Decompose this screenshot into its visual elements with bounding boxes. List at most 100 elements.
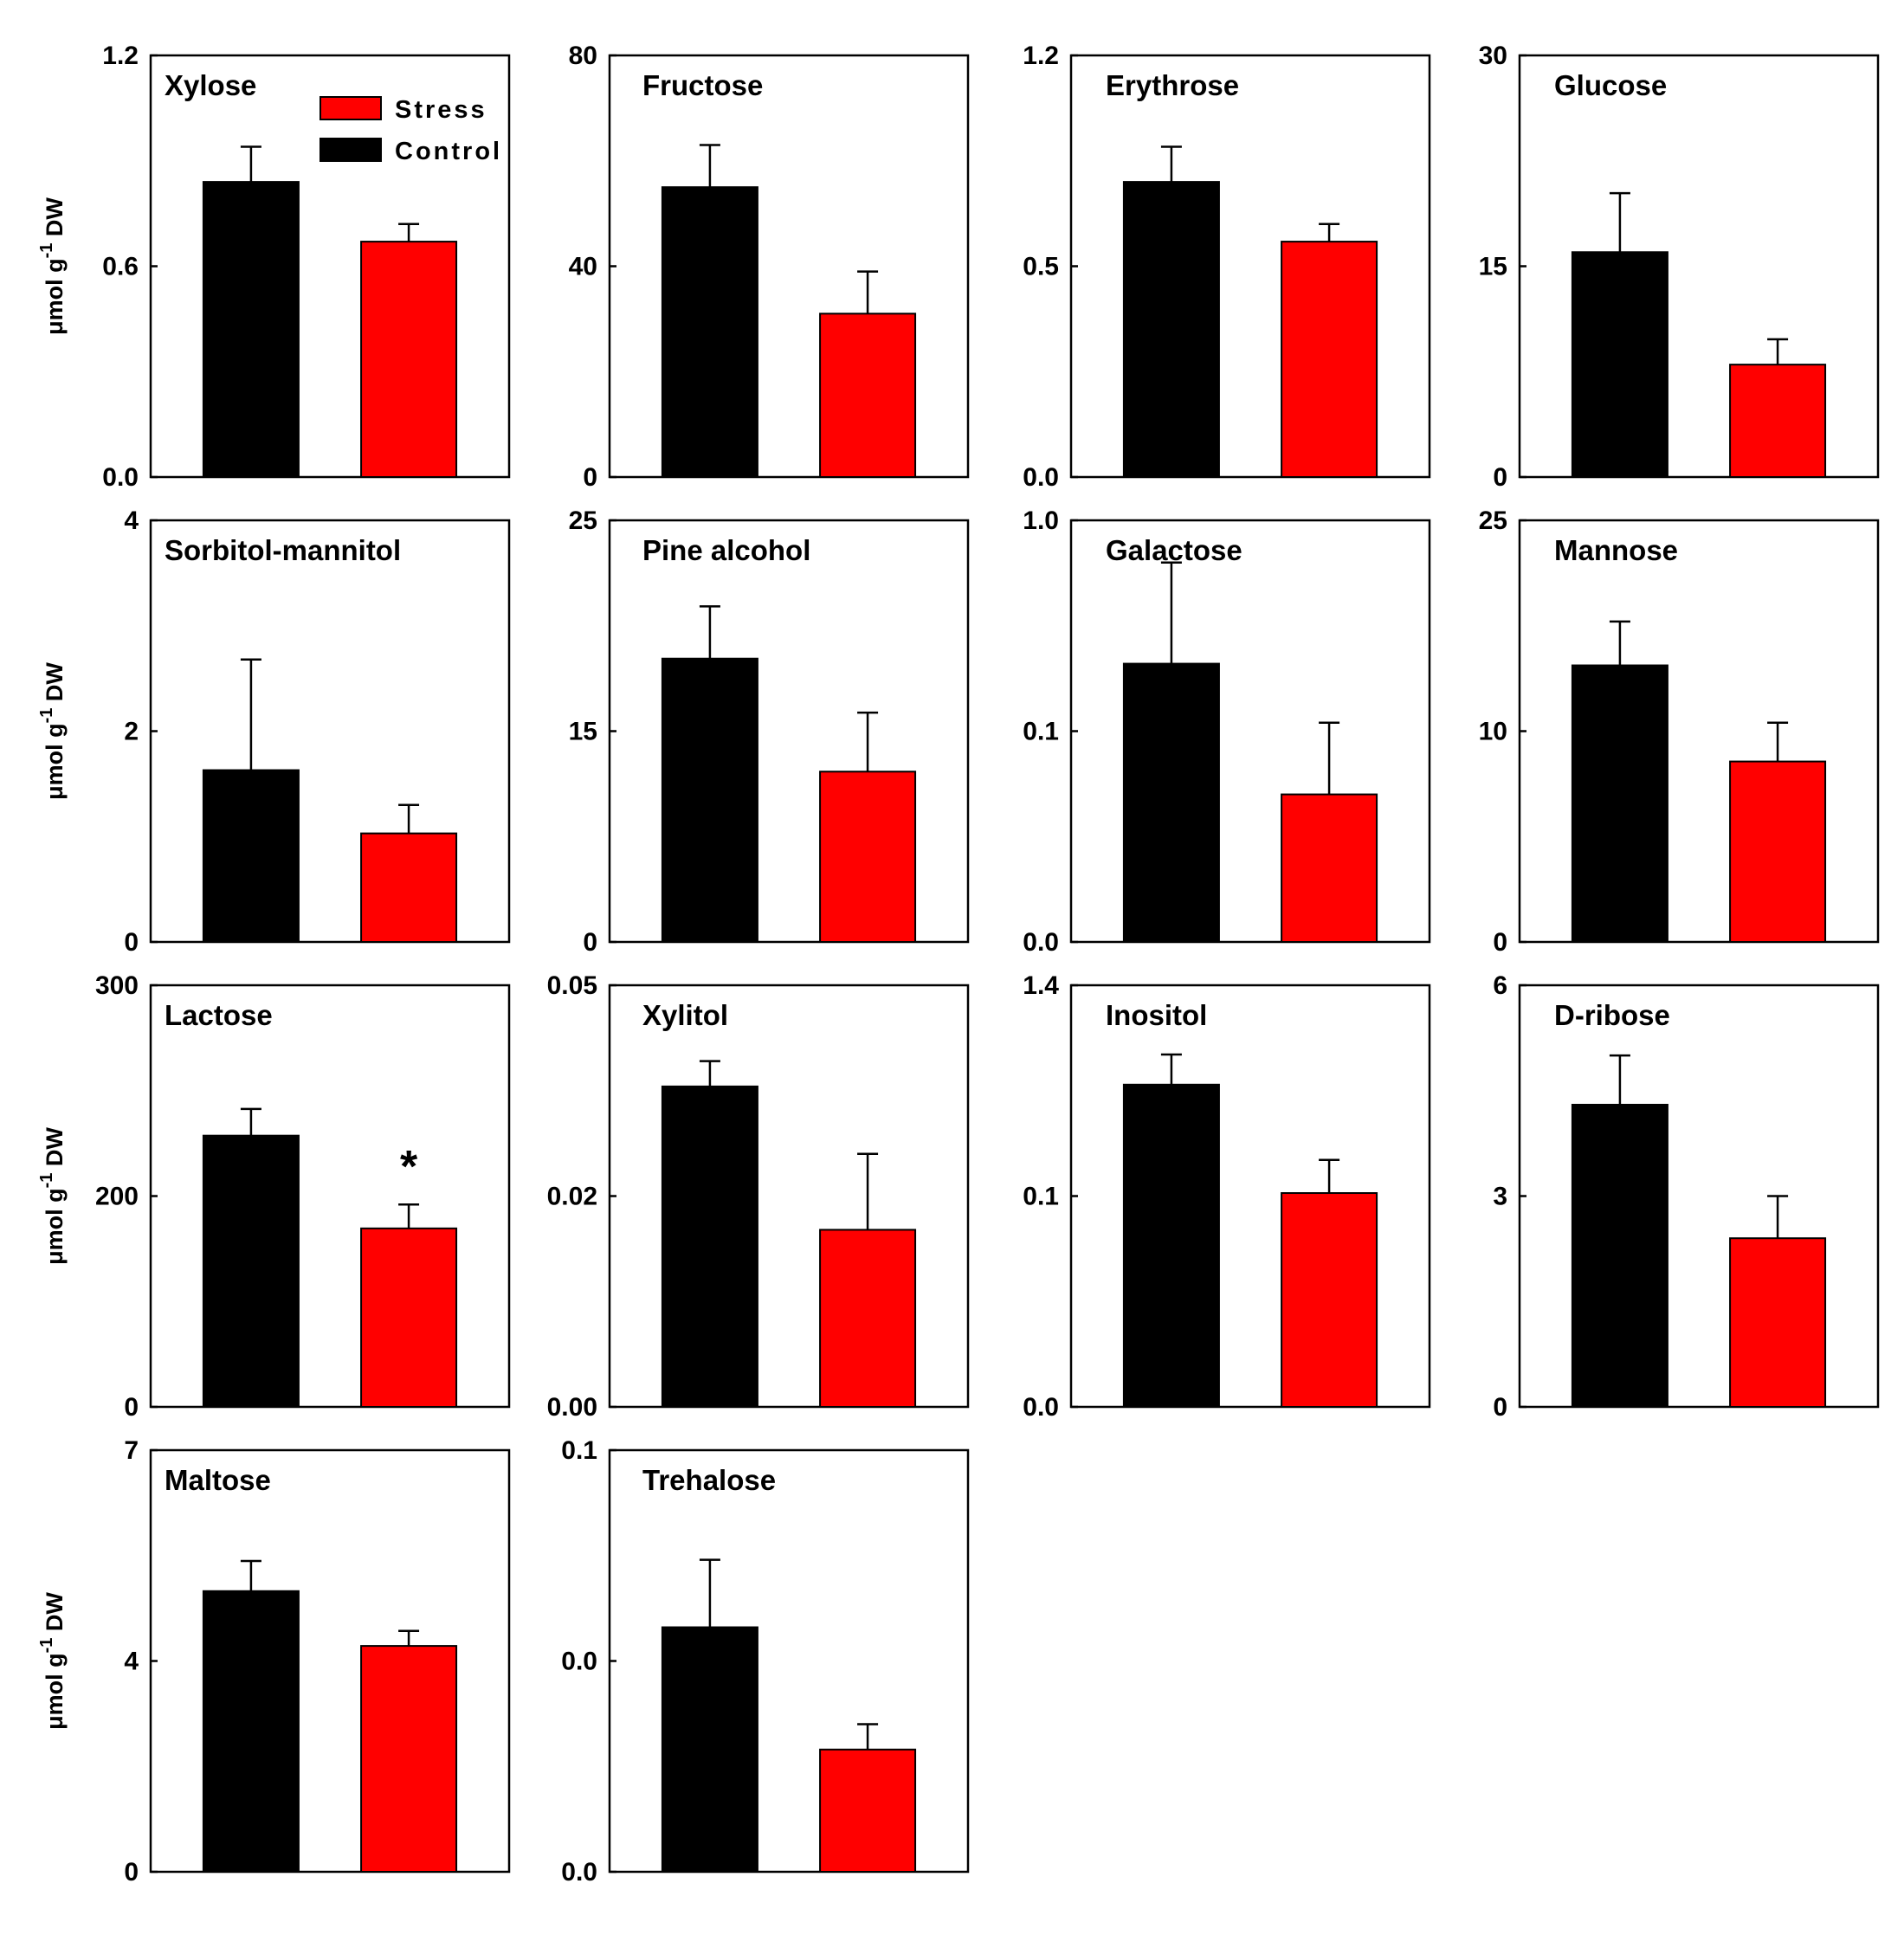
panel-title: D-ribose [1554,999,1670,1031]
panel-title: Mannose [1554,534,1678,566]
y-tick-label: 0.0 [1023,928,1059,957]
y-tick-label: 4 [124,506,139,535]
bar-stress [360,832,458,943]
y-axis-label: μmol g-1 DW [37,662,68,800]
bar-stress [360,1227,458,1408]
panel-galactose: 0.0 0.1 1.0 Galactose [1023,506,1431,957]
y-tick-label: 0.00 [547,1393,597,1422]
panel-d-ribose: 0 3 6 D-ribose [1493,971,1880,1422]
panel-inositol: 0.0 0.1 1.4 Inositol [1023,971,1431,1422]
bar-stress [1729,760,1827,944]
legend-swatch-stress [319,96,382,120]
bar-control [1122,662,1220,944]
y-tick-label: 0 [1493,463,1507,492]
y-tick-label: 0 [124,1393,139,1422]
y-tick-label: 300 [95,971,139,1000]
y-tick-label: 30 [1479,42,1507,70]
y-tick-label: 0.0 [102,463,139,492]
y-tick-label: 0 [583,928,597,957]
y-tick-label: 1.2 [102,42,139,70]
panel-title: Pine alcohol [642,534,810,566]
y-tick-label: 0.1 [561,1436,597,1465]
significance-marker: * [400,1142,418,1192]
bar-control [202,181,300,478]
y-axis-label: μmol g-1 DW [37,1592,68,1730]
bar-control [1122,1083,1220,1408]
y-tick-label: 0.5 [1023,253,1059,281]
bar-control [1571,664,1668,943]
panel-glucose: 0 15 30 Glucose [1479,42,1880,492]
panel-title: Inositol [1106,999,1207,1031]
panel-title: Trehalose [642,1464,776,1496]
bar-control [202,769,300,943]
bar-stress [819,771,917,944]
y-tick-label: 0 [124,928,139,957]
bar-stress [1281,793,1378,943]
y-tick-label: 1.0 [1023,506,1059,535]
panel-maltose: 0 4 7 Maltose μmol g-1 DW [37,1436,511,1887]
panel-title: Maltose [165,1464,271,1496]
y-tick-label: 0 [1493,1393,1507,1422]
y-tick-label: 0 [124,1858,139,1887]
y-axis-label: μmol g-1 DW [37,1127,68,1265]
panel-title: Erythrose [1106,69,1239,101]
panel-title: Fructose [642,69,763,101]
legend-label-stress: Stress [395,96,487,124]
bar-control [1122,181,1220,478]
legend-swatch-control [319,138,382,162]
y-tick-label: 0.1 [1023,1183,1059,1211]
y-axis-label: μmol g-1 DW [37,197,68,335]
bar-stress [819,1748,917,1874]
bar-control [202,1590,300,1873]
y-tick-label: 0 [1493,928,1507,957]
bar-stress [1281,241,1378,478]
panel-fructose: 0 40 80 Fructose [569,42,970,492]
legend: Stress Control [319,96,502,165]
y-tick-label: 0.02 [547,1183,597,1211]
panel-mannose: 0 10 25 Mannose [1479,506,1880,957]
y-tick-label: 0 [583,463,597,492]
y-tick-label: 2 [124,718,139,746]
panel-xylose: 0.0 0.6 1.2 Xylose μmol g-1 DW Stress Control [37,42,511,492]
y-tick-label: 25 [569,506,597,535]
y-tick-label: 80 [569,42,597,70]
panel-title: Xylose [165,69,256,101]
y-tick-label: 200 [95,1183,139,1211]
panel-title: Glucose [1554,69,1667,101]
panel-lactose: 0 200 300 Lactose * μmol g-1 DW [37,971,511,1422]
bar-control [661,657,758,944]
panel-title: Xylitol [642,999,728,1031]
y-tick-label: 1.4 [1023,971,1059,1000]
y-tick-label: 0.0 [561,1858,597,1887]
y-tick-label: 1.2 [1023,42,1059,70]
panel-xylitol: 0.00 0.02 0.05 Xylitol [547,971,970,1422]
bar-stress [1281,1192,1378,1409]
legend-label-control: Control [395,138,502,165]
y-tick-label: 0.6 [102,253,139,281]
y-tick-label: 15 [1479,253,1507,281]
y-tick-label: 0.0 [1023,463,1059,492]
y-tick-label: 6 [1493,971,1507,1000]
bar-control [661,1085,758,1408]
y-tick-label: 10 [1479,718,1507,746]
panel-title: Lactose [165,999,273,1031]
panel-title: Galactose [1106,534,1242,566]
bar-stress [1729,364,1827,478]
bar-stress [360,241,458,478]
y-tick-label: 7 [124,1436,139,1465]
y-tick-label: 0.0 [561,1648,597,1676]
bar-control [202,1134,300,1408]
bar-stress [819,313,917,478]
panel-sorbitol-mannitol: 0 2 4 Sorbitol-mannitol μmol g-1 DW [37,506,511,957]
y-tick-label: 0.0 [1023,1393,1059,1422]
y-tick-label: 0.1 [1023,718,1059,746]
bar-control [1571,251,1668,478]
bar-control [661,186,758,478]
y-tick-label: 4 [124,1648,139,1676]
bar-control [1571,1103,1668,1408]
panel-pine-alcohol: 0 15 25 Pine alcohol [569,506,970,957]
y-tick-label: 0.05 [547,971,597,1000]
panel-trehalose: 0.0 0.0 0.1 Trehalose [561,1436,970,1887]
y-tick-label: 40 [569,253,597,281]
